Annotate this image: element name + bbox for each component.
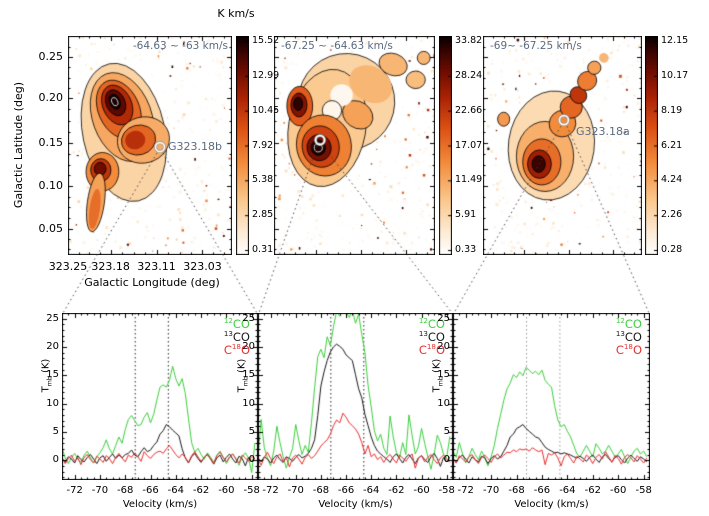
spectrum-y-tick-label: 25	[242, 312, 255, 324]
map-y-tick-label: 0.05	[38, 221, 64, 235]
map-velocity-range-label: -69~ -67.25 km/s	[490, 40, 582, 52]
spectrum-y-axis-title: Tmb (K)	[431, 358, 445, 392]
colorbar-tick-label: 11.49	[455, 174, 483, 186]
map-velocity-range-label: -67.25 ~ -64.63 km/s	[281, 40, 393, 52]
colorbar-tick-label: 12.15	[661, 35, 689, 46]
spectrum-y-tick-label: 0	[248, 454, 255, 466]
spectrum-y-tick-label: 5	[52, 425, 59, 437]
colorbar-tick-label: 15.52	[252, 35, 280, 46]
map-x-tick-label: 323.03	[183, 260, 222, 273]
map-velocity-range-label: -64.63 ~ -63 km/s	[132, 40, 228, 52]
colorbar-tick-label: 0.31	[252, 244, 274, 255]
spectrum-x-axis-title: Velocity (km/s)	[122, 499, 198, 510]
colorbar-canvas-1	[236, 36, 249, 255]
colorbar-tick-label: 12.99	[252, 69, 280, 81]
colorbar-tick-label: 4.24	[661, 174, 683, 186]
spectrum-y-tick-label: 5	[248, 425, 255, 437]
spectrum-x-tick-label: -58	[635, 485, 652, 496]
spectrum-x-axis-title: Velocity (km/s)	[514, 499, 589, 510]
colorbar-tick-label: 10.17	[661, 69, 689, 81]
map-source-label: G323.18b	[168, 139, 223, 153]
colorbar-canvas-2	[439, 36, 452, 255]
map-x-tick-label: 323.18	[91, 260, 130, 273]
spectrum-x-axis-title: Velocity (km/s)	[318, 499, 393, 510]
colorbar-tick-label: 2.85	[252, 209, 274, 221]
colorbar-tick-label: 0.28	[661, 244, 683, 255]
legend-entry: C18O	[615, 342, 642, 357]
colorbar-tick-label: 22.66	[455, 104, 483, 116]
map-x-tick-label: 323.11	[137, 260, 176, 273]
spectrum-y-axis-title: Tmb (K)	[40, 358, 54, 392]
colorbar-tick-label: 0.33	[455, 244, 477, 255]
colorbar-canvas-3	[645, 36, 658, 255]
map-panel-canvas-2	[274, 36, 435, 255]
map-panel-canvas-3	[483, 36, 642, 255]
colorbar-tick-label: 8.19	[661, 104, 683, 116]
colorbar-tick-label: 5.91	[455, 209, 477, 221]
spectrum-y-tick-label: 25	[437, 312, 450, 324]
map-x-tick-label: 323.25	[48, 260, 88, 273]
maps-x-axis-title: Galactic Longitude (deg)	[84, 276, 220, 289]
spectrum-y-axis-title: Tmb (K)	[236, 358, 250, 392]
colorbar-tick-label: 33.82	[455, 35, 483, 46]
colorbar-tick-label: 6.21	[661, 139, 683, 151]
colorbar-tick-label: 2.26	[661, 209, 683, 221]
spectrum-y-tick-label: 5	[443, 425, 450, 437]
spectrum-y-tick-label: 0	[52, 454, 59, 466]
map-y-tick-label: 0.15	[38, 136, 64, 150]
map-y-tick-label: 0.10	[38, 179, 64, 192]
colorbar-units-title: K km/s	[217, 7, 255, 20]
colorbar-tick-label: 7.92	[252, 139, 274, 151]
colorbar-tick-label: 28.24	[455, 69, 483, 81]
colorbar-tick-label: 5.38	[252, 174, 274, 186]
spectrum-y-tick-label: 0	[443, 454, 450, 466]
maps-y-axis-title: Galactic Latitude (deg)	[11, 82, 25, 209]
map-y-tick-label: 0.20	[38, 90, 64, 104]
colorbar-tick-label: 17.07	[455, 139, 483, 151]
map-source-label: G323.18a	[576, 125, 630, 138]
colorbar-tick-label: 10.45	[252, 104, 280, 116]
spectrum-y-tick-label: 25	[46, 312, 59, 324]
map-y-tick-label: 0.25	[38, 50, 64, 64]
legend-entry: 12CO	[615, 316, 642, 331]
